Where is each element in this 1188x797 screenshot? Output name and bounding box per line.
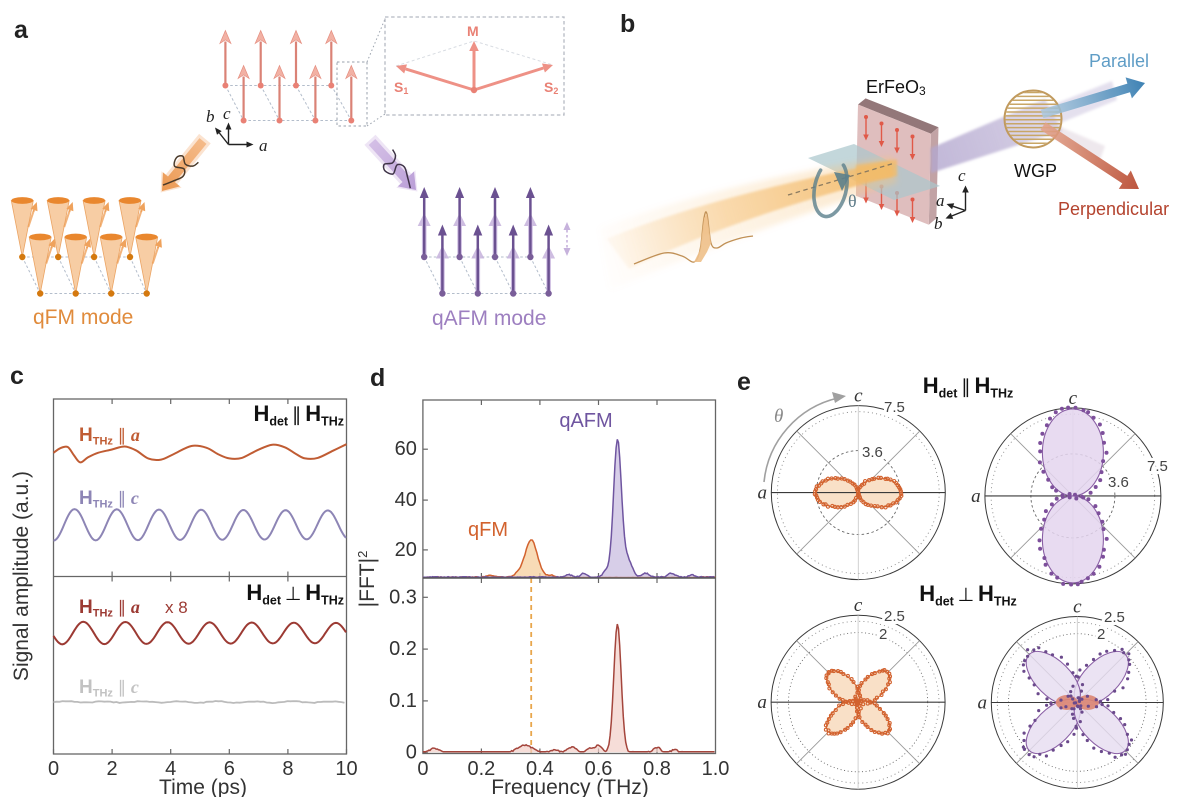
- svg-text:M: M: [467, 23, 479, 39]
- svg-text:x 8: x 8: [165, 598, 188, 617]
- svg-text:qAFM: qAFM: [559, 410, 612, 432]
- svg-text:3.6: 3.6: [862, 444, 883, 461]
- svg-text:7.5: 7.5: [1147, 458, 1168, 475]
- svg-text:0.8: 0.8: [643, 758, 671, 780]
- svg-text:0.6: 0.6: [585, 758, 613, 780]
- svg-text:0.1: 0.1: [389, 690, 417, 712]
- svg-text:0.2: 0.2: [467, 758, 495, 780]
- svg-text:2: 2: [1097, 626, 1105, 643]
- svg-text:10: 10: [335, 758, 357, 780]
- svg-text:Parallel: Parallel: [1089, 51, 1149, 71]
- svg-text:a: a: [936, 191, 945, 210]
- svg-text:e: e: [737, 368, 751, 396]
- svg-text:d: d: [370, 364, 385, 392]
- svg-text:WGP: WGP: [1014, 161, 1057, 181]
- svg-text:qFM: qFM: [468, 519, 508, 541]
- svg-text:6: 6: [224, 758, 235, 780]
- svg-text:θ: θ: [774, 406, 783, 427]
- svg-text:2: 2: [107, 758, 118, 780]
- svg-text:0.2: 0.2: [389, 638, 417, 660]
- svg-text:c: c: [223, 104, 231, 123]
- svg-text:Time (ps): Time (ps): [159, 776, 247, 797]
- svg-text:θ: θ: [848, 191, 857, 211]
- svg-text:c: c: [1069, 388, 1078, 409]
- svg-text:40: 40: [395, 489, 417, 511]
- svg-text:2: 2: [879, 626, 887, 643]
- svg-text:|FFT|2: |FFT|2: [355, 551, 379, 608]
- svg-text:4: 4: [165, 758, 176, 780]
- svg-text:ErFeO3: ErFeO3: [866, 77, 926, 98]
- svg-text:a: a: [14, 16, 29, 44]
- svg-text:0.3: 0.3: [389, 586, 417, 608]
- svg-text:2.5: 2.5: [884, 608, 905, 625]
- svg-text:2.5: 2.5: [1104, 609, 1125, 626]
- svg-text:b: b: [206, 107, 215, 126]
- svg-text:0: 0: [48, 758, 59, 780]
- svg-text:qAFM mode: qAFM mode: [432, 307, 546, 330]
- svg-text:7.5: 7.5: [884, 399, 905, 416]
- svg-text:c: c: [1073, 597, 1082, 618]
- svg-text:c: c: [854, 595, 863, 616]
- svg-text:Frequency (THz): Frequency (THz): [491, 776, 649, 797]
- svg-text:60: 60: [395, 438, 417, 460]
- svg-text:20: 20: [395, 539, 417, 561]
- svg-text:b: b: [934, 214, 943, 233]
- svg-text:a: a: [971, 486, 981, 507]
- svg-text:1.0: 1.0: [702, 758, 730, 780]
- svg-text:qFM mode: qFM mode: [33, 306, 133, 329]
- svg-text:8: 8: [282, 758, 293, 780]
- svg-text:c: c: [10, 362, 24, 390]
- svg-text:c: c: [958, 166, 966, 185]
- svg-text:3.6: 3.6: [1108, 474, 1129, 491]
- svg-text:Hdet ⊥ HTHz: Hdet ⊥ HTHz: [919, 581, 1017, 609]
- svg-text:a: a: [978, 693, 988, 714]
- svg-text:b: b: [620, 10, 635, 38]
- svg-text:0.4: 0.4: [526, 758, 554, 780]
- svg-text:0: 0: [406, 742, 417, 764]
- svg-text:a: a: [758, 483, 768, 504]
- svg-text:a: a: [259, 136, 268, 155]
- svg-text:Signal amplitude (a.u.): Signal amplitude (a.u.): [10, 471, 33, 681]
- svg-text:a: a: [757, 692, 767, 713]
- svg-text:c: c: [854, 386, 863, 407]
- svg-text:0: 0: [417, 758, 428, 780]
- svg-text:Perpendicular: Perpendicular: [1058, 199, 1169, 219]
